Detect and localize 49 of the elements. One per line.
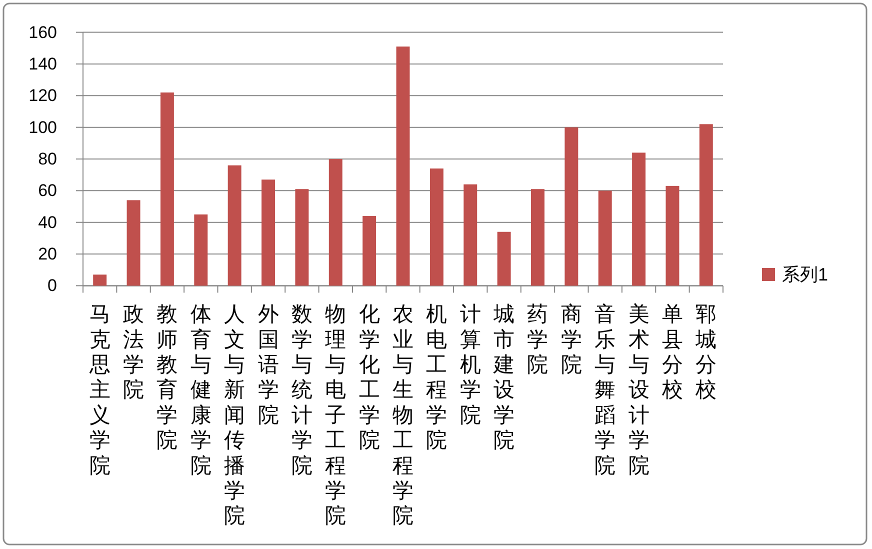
y-tick-label: 160 bbox=[28, 22, 57, 42]
bar bbox=[666, 186, 680, 286]
bar bbox=[497, 232, 511, 286]
x-tick-label: 外国语学院 bbox=[258, 302, 279, 427]
bar bbox=[531, 189, 544, 286]
category-label: 人文与新闻传播学院 bbox=[224, 302, 246, 528]
x-tick-label: 化学化工学院 bbox=[358, 302, 380, 452]
category-label: 农业与生物工程学院 bbox=[392, 302, 414, 528]
y-tick-label: 0 bbox=[48, 276, 57, 296]
x-tick-label: 药学院 bbox=[527, 302, 548, 376]
y-tick-label: 60 bbox=[38, 181, 57, 200]
bar bbox=[328, 159, 342, 286]
bar bbox=[464, 184, 478, 286]
x-tick-label: 体育与健康学院 bbox=[190, 302, 212, 478]
x-tick-label: 美术与设计学院 bbox=[628, 302, 650, 478]
bar bbox=[93, 274, 107, 286]
y-tick-label: 20 bbox=[38, 244, 57, 264]
y-tick-label: 100 bbox=[28, 118, 57, 137]
bar bbox=[396, 46, 410, 286]
x-tick-label: 教师教育学院 bbox=[156, 302, 178, 452]
bar bbox=[362, 216, 376, 286]
x-tick-label: 商学院 bbox=[560, 302, 582, 376]
y-tick-label: 80 bbox=[38, 150, 57, 168]
bar bbox=[160, 92, 174, 286]
legend-label: 系列1 bbox=[782, 264, 828, 284]
x-tick-label: 政法学院 bbox=[123, 302, 144, 402]
x-tick-label: 城市建设学院 bbox=[492, 302, 515, 452]
bar bbox=[564, 127, 578, 286]
bar bbox=[430, 168, 444, 286]
x-tick-label: 单县分校 bbox=[660, 302, 683, 402]
y-tick-label: 120 bbox=[28, 86, 57, 106]
bar bbox=[699, 124, 713, 286]
x-tick-label: 音乐与舞蹈学院 bbox=[594, 302, 616, 478]
bar bbox=[598, 190, 612, 286]
x-tick-label: 马克思主义学院 bbox=[88, 302, 110, 478]
legend: 系列1 bbox=[762, 264, 828, 284]
x-tick-label: 机电工程学院 bbox=[426, 302, 448, 452]
bar bbox=[295, 189, 309, 286]
bar bbox=[632, 152, 646, 286]
x-tick-label: 数学与统计学院 bbox=[291, 302, 312, 478]
bar bbox=[228, 165, 242, 286]
bar bbox=[126, 200, 140, 286]
x-tick-label: 计算机学院 bbox=[460, 302, 481, 427]
y-tick-label: 140 bbox=[28, 54, 57, 74]
x-tick-label: 郓城分校 bbox=[694, 302, 717, 402]
bar bbox=[194, 214, 208, 286]
category-label: 物理与电子工程学院 bbox=[325, 302, 346, 528]
bar bbox=[262, 180, 275, 286]
y-tick-label: 40 bbox=[38, 212, 57, 232]
